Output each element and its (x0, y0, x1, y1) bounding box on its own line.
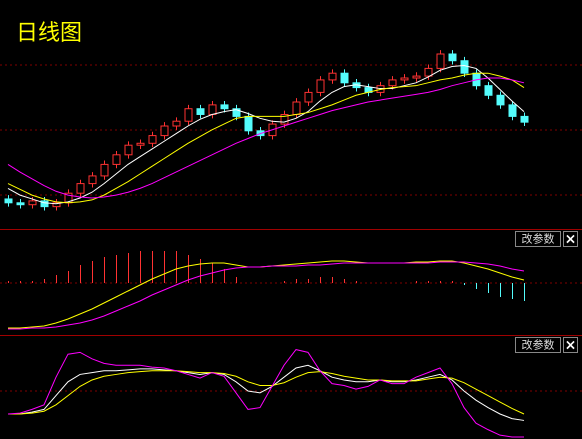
candle-body (124, 144, 133, 156)
candle-body (304, 91, 313, 103)
candle-body (292, 101, 301, 115)
candle-body (424, 67, 433, 77)
candle-body (40, 200, 49, 208)
candle-body (400, 77, 409, 81)
separators (0, 64, 582, 392)
candle-body (436, 53, 445, 69)
candle-body (340, 72, 349, 84)
candle-body (388, 79, 397, 87)
indicator-line (7, 77, 525, 199)
button-box[interactable] (515, 231, 561, 247)
candle-body (28, 200, 37, 206)
close-button[interactable]: × (565, 232, 577, 248)
close-box[interactable] (563, 337, 578, 353)
candle-body (232, 108, 241, 117)
candle-body (496, 94, 505, 106)
indicator-line (8, 261, 525, 330)
indicator-line (7, 65, 525, 205)
candle-body (172, 120, 181, 127)
candle-body (16, 202, 25, 206)
candle-body (184, 108, 193, 122)
candle-body (88, 175, 97, 185)
indicator-line (7, 349, 524, 438)
candle-body (208, 104, 217, 115)
candle-body (160, 125, 169, 137)
button-box[interactable] (515, 337, 561, 353)
candle-body (220, 104, 229, 110)
candle-body (484, 85, 493, 96)
candle-body (508, 104, 517, 117)
candle-body (460, 60, 469, 74)
param-button[interactable]: 改参数 (522, 338, 555, 352)
candle-body (196, 108, 205, 115)
candle-body (412, 75, 421, 79)
candle-body (4, 198, 13, 204)
candle-body (100, 163, 109, 177)
close-box[interactable] (563, 231, 578, 247)
candle-body (52, 202, 61, 208)
param-button[interactable]: 改参数 (522, 232, 555, 246)
candle-body (448, 53, 457, 62)
chart-title: 日线图 (16, 21, 82, 46)
close-button[interactable]: × (565, 338, 577, 354)
indicator-line (7, 72, 525, 204)
candle-body (76, 183, 85, 194)
candle-body (136, 142, 145, 146)
indicator-line (8, 364, 525, 421)
candle-body (520, 115, 529, 123)
candle-body (280, 113, 289, 125)
candle-body (328, 72, 337, 81)
candle-body (112, 154, 121, 165)
candle-body (244, 115, 253, 132)
indicator-line (8, 370, 525, 415)
candle-body (316, 79, 325, 93)
candle-body (148, 135, 157, 144)
